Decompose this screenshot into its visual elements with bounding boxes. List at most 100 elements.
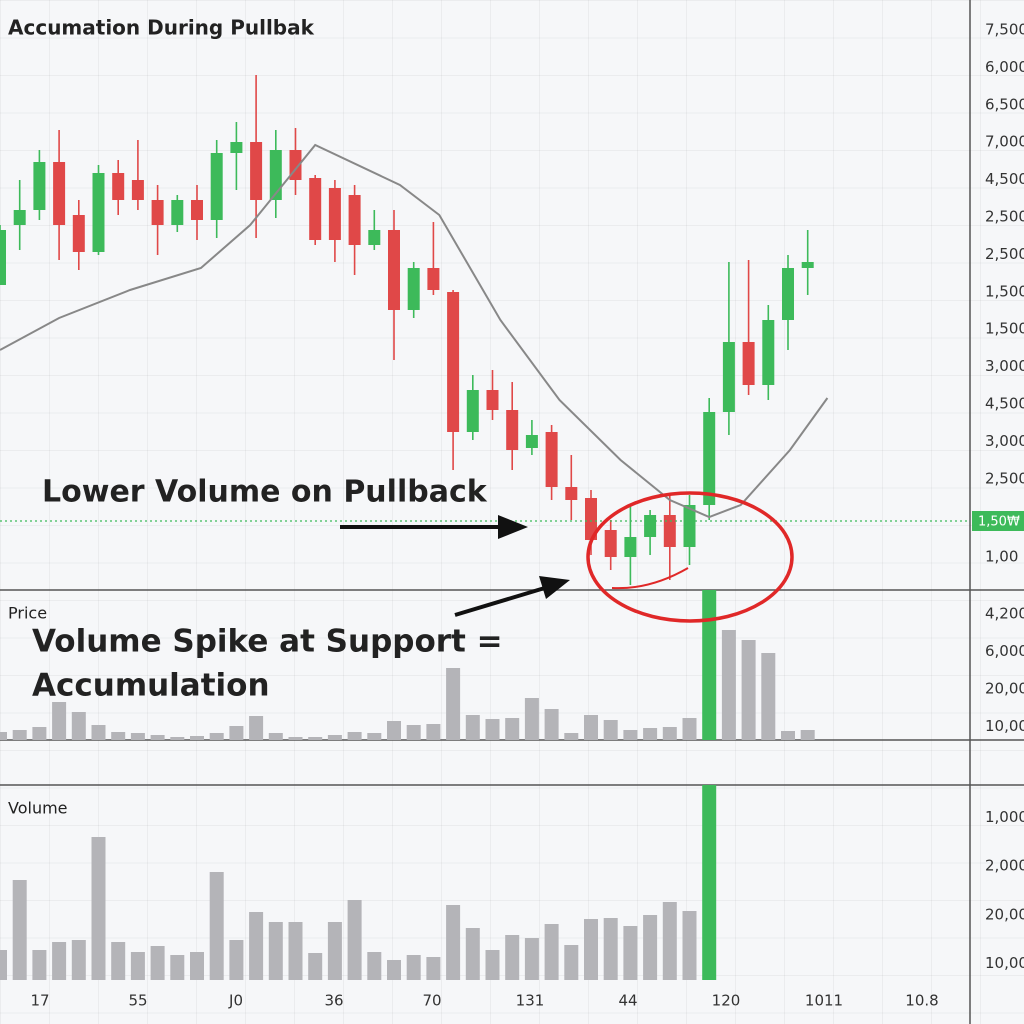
volume-bar	[111, 942, 126, 980]
y-axis-label: 2,500	[985, 208, 1024, 226]
candle-body	[762, 320, 775, 385]
volume-bar	[130, 952, 145, 980]
volume-bar	[0, 950, 7, 980]
volume-bar	[662, 727, 677, 740]
volume-bar	[170, 955, 185, 980]
volume-bar	[91, 837, 106, 980]
arrow-head	[498, 515, 528, 539]
volume-bar	[603, 720, 618, 740]
volume-bar	[150, 946, 165, 980]
candle-body	[72, 215, 85, 252]
volume-bar	[781, 731, 795, 740]
volume-bar	[130, 733, 145, 740]
x-axis-label: 36	[324, 992, 343, 1010]
volume-bar	[465, 715, 480, 740]
volume-bar	[32, 727, 47, 740]
y-axis-label: 1,00	[985, 548, 1018, 566]
arrow	[454, 585, 549, 617]
candle-body	[191, 200, 203, 220]
arrow-head	[539, 576, 570, 599]
volume-bar	[387, 721, 401, 740]
candle-body	[368, 230, 381, 245]
candle-body	[683, 505, 696, 547]
candle-body	[328, 188, 341, 240]
volume-bar	[406, 955, 421, 980]
candle-body	[388, 230, 400, 310]
x-axis-label: 131	[516, 992, 545, 1010]
volume-bar	[544, 924, 559, 980]
volume-bar	[446, 668, 461, 740]
volume-bar	[170, 737, 185, 740]
volume-bar	[150, 735, 165, 740]
candle-body	[230, 142, 243, 153]
marks: 1,50₩ 7,500 6,000 6,500 7,000 4,500 2,500 2,500…	[0, 21, 1024, 1010]
volume-bar	[702, 590, 717, 740]
volume-bar	[623, 730, 638, 740]
candle-body	[801, 262, 814, 268]
volume-bar	[426, 724, 441, 740]
candle-body	[151, 200, 164, 225]
x-axis-label: 10.8	[905, 992, 938, 1010]
candle-body	[663, 515, 676, 547]
candle-body	[545, 432, 558, 487]
annotation: Accumulation	[32, 668, 270, 704]
volume-bar	[229, 940, 244, 980]
candle-body	[309, 178, 322, 240]
y-axis-label: 4,500	[985, 170, 1024, 188]
candle-body	[565, 487, 578, 500]
volume-bar	[406, 725, 421, 740]
volume-bar	[209, 872, 224, 980]
y-axis-label: 3,000	[985, 357, 1024, 375]
volume-bar	[761, 653, 776, 740]
volume-bar	[327, 922, 342, 980]
y-axis-label: 6,000	[985, 642, 1024, 660]
y-axis-label: 2,500	[985, 469, 1024, 487]
y-axis-label: 7,500	[985, 21, 1024, 39]
candle-body	[348, 195, 361, 245]
overlay: Accumation During Pullbak Lower Volume o…	[8, 16, 794, 818]
y-axis-label: 1,500	[985, 320, 1024, 338]
candle-body	[250, 142, 263, 200]
volume-bar	[584, 715, 598, 740]
volume-bar	[209, 733, 224, 740]
volume-bar	[564, 945, 579, 980]
volume-bar	[544, 709, 559, 740]
volume-bar	[426, 957, 441, 980]
candle-body	[33, 162, 46, 210]
volume-bar	[288, 922, 303, 980]
candle-body	[644, 515, 657, 537]
candle-body	[782, 268, 794, 320]
candle-body	[742, 342, 755, 385]
candle-body	[525, 435, 538, 448]
x-axis-label: 1011	[805, 992, 843, 1010]
volume-bar	[249, 716, 264, 740]
x-axis-label: J0	[228, 992, 243, 1010]
volume-bar	[71, 940, 86, 980]
volume-bar	[682, 911, 697, 980]
volume-bar	[229, 726, 244, 740]
volume-bar	[446, 905, 461, 980]
candle-body	[92, 173, 105, 252]
volume-bar	[702, 785, 717, 980]
candle-body	[506, 410, 519, 450]
volume-bar	[268, 922, 283, 980]
volume-bar	[71, 712, 86, 740]
volume-bar	[12, 880, 27, 980]
candle-body	[466, 390, 479, 432]
volume-bar	[603, 918, 618, 980]
volume-bar	[623, 926, 638, 980]
volume-bar	[505, 935, 520, 980]
price-badge-label: 1,50₩	[978, 515, 1020, 530]
chart-title: Accumation During Pullbak	[8, 16, 315, 40]
x-axis-label: 55	[128, 992, 147, 1010]
y-axis-label: 20,00	[985, 905, 1024, 923]
y-axis-label: 6,500	[985, 95, 1024, 113]
circle-tail	[611, 567, 689, 590]
volume-bar	[52, 702, 67, 740]
x-axis-label: 70	[422, 992, 441, 1010]
y-axis-label: 10,00	[985, 954, 1024, 972]
volume-bar	[52, 942, 67, 980]
